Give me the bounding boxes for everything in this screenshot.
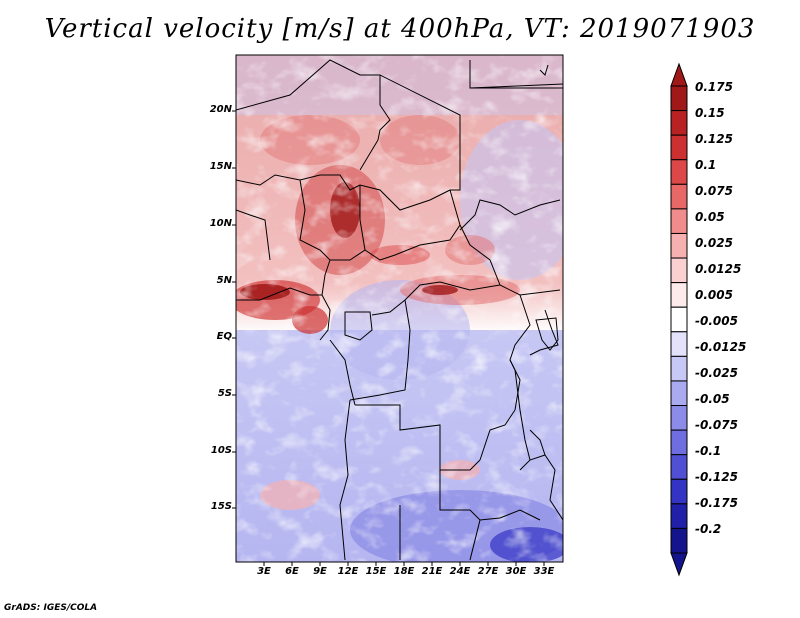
lon-label-12e: 12E [337,566,359,577]
lon-label-3e: 3E [257,566,271,577]
colorbar-bottom-triangle [670,552,688,577]
colorbar-swatch [670,232,688,259]
colorbar-label: 0.0125 [695,262,742,276]
credit-text: GrADS: IGES/COLA [4,603,98,613]
colorbar-swatch [670,331,688,357]
colorbar-swatch [670,85,688,112]
lat-label-20n: 20N [209,104,232,115]
colorbar-swatch [670,380,688,407]
colorbar-swatch [670,134,688,161]
colorbar-label: 0.175 [695,80,733,94]
velocity-field [236,55,563,562]
lon-label-27e: 27E [477,566,499,577]
colorbar-label: -0.025 [695,366,738,380]
lon-label-18e: 18E [393,566,415,577]
colorbar-label: -0.2 [695,522,722,536]
lon-label-9e: 9E [313,566,327,577]
map-frame [235,54,564,563]
colorbar-label: -0.005 [695,314,738,328]
colorbar-swatch [670,355,688,382]
lat-label-10n: 10N [209,218,232,229]
colorbar-swatch [670,429,688,456]
lon-label-30e: 30E [505,566,527,577]
colorbar-label: -0.175 [695,496,738,510]
colorbar-label: -0.075 [695,418,738,432]
colorbar-label: 0.1 [695,158,717,172]
lon-label-21e: 21E [421,566,443,577]
lat-label-5s: 5S [217,388,232,399]
lat-label-15n: 15N [209,161,232,172]
colorbar-label: 0.025 [695,236,733,250]
colorbar-label: 0.15 [695,106,725,120]
lat-label-eq: EQ [216,331,232,342]
colorbar-label: -0.1 [695,444,722,458]
colorbar-label: 0.005 [695,288,733,302]
lat-label-5n: 5N [216,275,232,286]
lon-label-24e: 24E [449,566,471,577]
colorbar-swatch [670,527,688,554]
lon-label-6e: 6E [285,566,299,577]
colorbar-label: 0.05 [695,210,725,224]
colorbar-label: 0.125 [695,132,733,146]
colorbar-swatch [670,208,688,234]
colorbar-swatch [670,257,688,284]
colorbar-top-triangle [670,62,688,87]
colorbar-swatch [670,183,688,210]
colorbar-swatch [670,159,688,185]
colorbar-swatch [670,478,688,505]
lon-label-15e: 15E [365,566,387,577]
colorbar-label: 0.075 [695,184,733,198]
colorbar-label: -0.125 [695,470,738,484]
lat-label-10s: 10S [210,445,232,456]
colorbar-swatch [670,306,688,333]
colorbar-swatch [670,503,688,529]
map-title: Vertical velocity [m/s] at 400hPa, VT: 2… [44,14,756,44]
colorbar-label: -0.05 [695,392,730,406]
colorbar-swatch [670,405,688,431]
axis-ticks [232,110,545,566]
colorbar [670,62,688,577]
lon-label-33e: 33E [533,566,555,577]
lat-label-15s: 15S [210,501,232,512]
colorbar-swatch [670,110,688,136]
colorbar-swatch [670,454,688,480]
colorbar-swatch [670,282,688,308]
colorbar-label: -0.0125 [695,340,747,354]
country-borders [236,59,563,561]
